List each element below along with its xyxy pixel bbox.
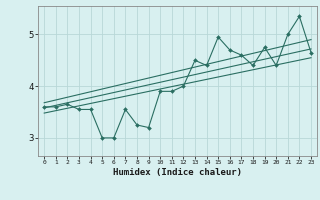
X-axis label: Humidex (Indice chaleur): Humidex (Indice chaleur) — [113, 168, 242, 177]
